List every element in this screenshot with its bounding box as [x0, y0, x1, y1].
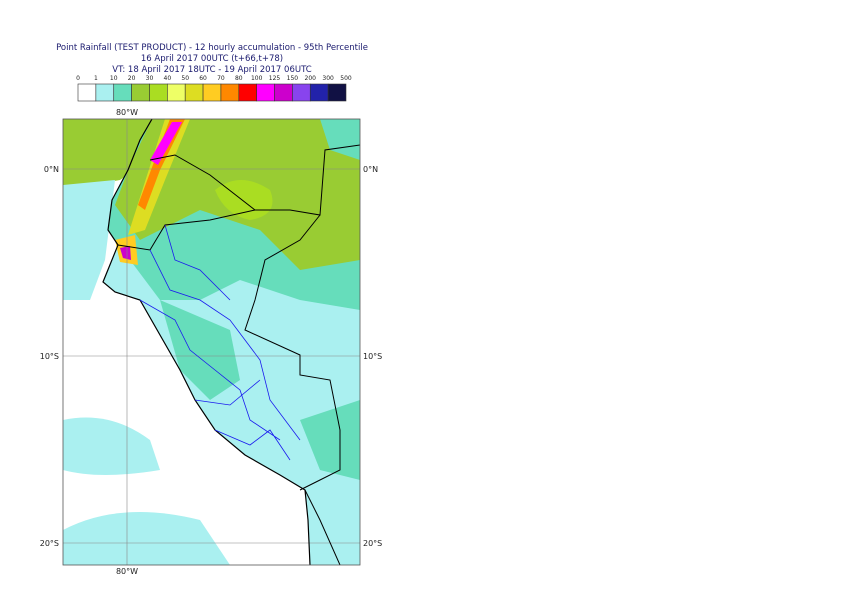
colorbar-bin	[256, 83, 275, 102]
region-border	[139, 224, 301, 461]
lat-label: 20°S	[40, 539, 59, 548]
colorbar-label: 300	[322, 75, 334, 82]
coastline	[102, 119, 311, 565]
colorbar-label: 125	[269, 75, 281, 82]
lon-label: 80°W	[116, 108, 138, 117]
colorbar-bin	[327, 83, 347, 102]
colorbar-bin	[95, 83, 115, 102]
colorbar-bin	[274, 83, 293, 102]
colorbar-label: 20	[128, 75, 136, 82]
colorbar-label: 50	[181, 75, 189, 82]
colorbar-bin	[113, 83, 132, 102]
title: Point Rainfall (TEST PRODUCT) - 12 hourl…	[56, 43, 368, 53]
rain-area	[138, 119, 185, 210]
rain-area	[150, 122, 182, 165]
colorbar-bin	[131, 83, 150, 102]
subtitle: 16 April 2017 00UTC (t+66,t+78)	[141, 54, 283, 64]
rain-area	[120, 246, 131, 260]
colorbar-label: 10	[110, 75, 118, 82]
rain-area	[63, 180, 115, 300]
colorbar-label: 40	[164, 75, 172, 82]
colorbar-label: 70	[217, 75, 225, 82]
colorbar-label: 500	[340, 75, 352, 82]
lat-label: 10°S	[363, 352, 382, 361]
lat-label: 20°S	[363, 539, 382, 548]
colorbar-label: 0	[76, 75, 80, 82]
colorbar-bin	[77, 83, 97, 102]
colorbar-label: 1	[94, 75, 98, 82]
rain-area	[63, 512, 230, 565]
colorbar-bin	[202, 83, 222, 102]
graticule	[63, 119, 360, 565]
rain-area	[160, 300, 240, 400]
map-frame	[62, 118, 361, 566]
lat-label: 0°N	[363, 165, 378, 174]
colorbar-bin	[309, 83, 329, 102]
lat-label: 0°N	[44, 165, 59, 174]
colorbar-label: 80	[235, 75, 243, 82]
colorbar-label: 60	[199, 75, 207, 82]
colorbar: 0 1 10 20 30 40 50 60 70 80 100 125 150 200 300 500	[76, 75, 352, 102]
rain-area	[300, 400, 360, 480]
lat-label: 10°S	[40, 352, 59, 361]
colorbar-bin	[184, 83, 204, 102]
colorbar-label: 30	[146, 75, 154, 82]
border	[117, 144, 360, 565]
rain-area	[63, 417, 160, 475]
subtitle: VT: 18 April 2017 18UTC - 19 April 2017 …	[112, 65, 311, 75]
colorbar-bin	[167, 83, 186, 102]
colorbar-bin	[292, 83, 311, 102]
colorbar-label: 100	[251, 75, 263, 82]
colorbar-bin	[238, 83, 257, 102]
colorbar-bin	[220, 83, 240, 102]
lon-label: 80°W	[116, 567, 138, 576]
colorbar-label: 200	[305, 75, 317, 82]
colorbar-label: 150	[287, 75, 299, 82]
map	[63, 119, 360, 565]
colorbar-bin	[149, 83, 168, 102]
